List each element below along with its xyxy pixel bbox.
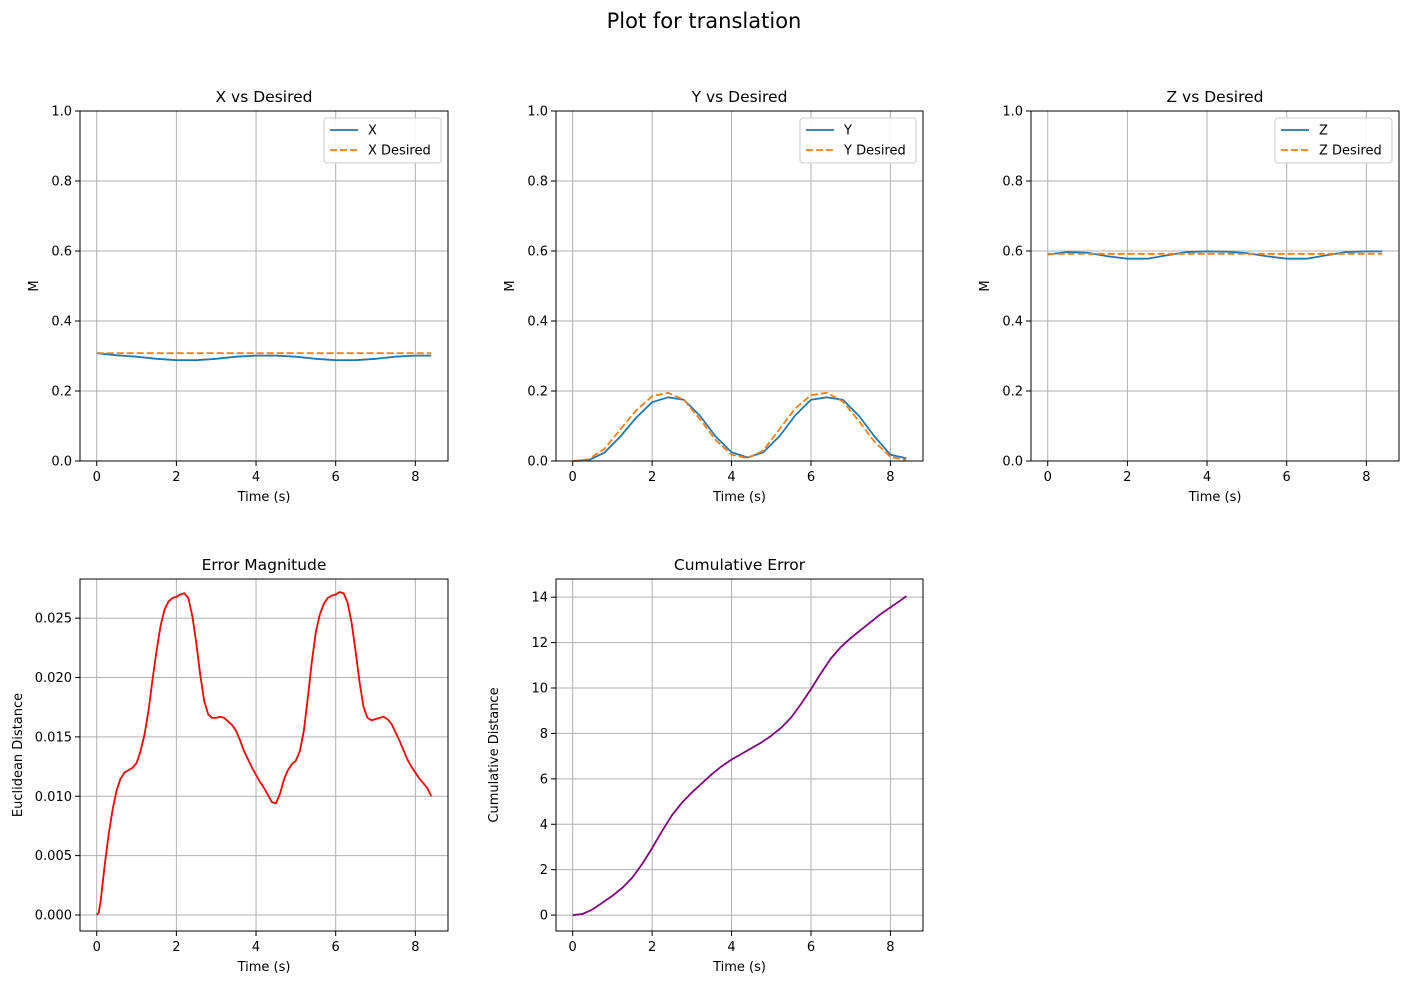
y-tick-label: 0.4: [1002, 315, 1023, 330]
x-axis-label: Time (s): [1188, 490, 1242, 505]
y-tick-label: 8: [540, 727, 548, 742]
y-tick-label: 0.020: [35, 671, 72, 686]
legend-label: X: [368, 124, 377, 139]
chart-err: 0 2 4 6 8 0.000 0.005 0.010 0.015 0.020 0.025 Error…: [11, 556, 449, 975]
chart-cum: 0 2 4 6 8 0 2 4 6 8 10 12 14 Cumulative Error Time (s)…: [487, 556, 924, 975]
chart-title: Z vs Desired: [1167, 88, 1264, 106]
y-tick-label: 0.025: [35, 612, 72, 627]
figure-title: Plot for translation: [607, 9, 802, 33]
chart-x: 0 2 4 6 8 0.0 0.2 0.4 0.6 0.8 1.0 X vs Desired Time …: [27, 88, 449, 505]
x-tick-label: 0: [569, 940, 577, 955]
legend-label: X Desired: [368, 144, 431, 159]
y-tick-label: 10: [531, 682, 548, 697]
chart-title: X vs Desired: [216, 88, 313, 106]
plot-area-frame: [555, 110, 924, 462]
plot-area-frame: [555, 578, 924, 932]
y-tick-label: 14: [531, 591, 548, 606]
x-axis-label: Time (s): [712, 490, 766, 505]
x-tick-label: 0: [569, 470, 577, 485]
y-tick-label: 0.4: [51, 315, 72, 330]
chart-y: 0 2 4 6 8 0.0 0.2 0.4 0.6 0.8 1.0 Y vs Desired Time …: [503, 88, 924, 505]
y-axis-label: M: [978, 280, 993, 291]
y-tick-label: 0.010: [35, 790, 72, 805]
y-tick-label: 0.0: [1002, 455, 1023, 470]
series-line-err: [96, 591, 433, 916]
y-axis-label: M: [27, 280, 42, 291]
x-tick-label: 0: [93, 470, 101, 485]
series-line-cum: [572, 595, 907, 916]
y-tick-label: 0.000: [35, 908, 72, 923]
y-tick-label: 0.2: [51, 385, 72, 400]
y-tick-label: 6: [540, 772, 548, 787]
y-tick-label: 0.8: [51, 175, 72, 190]
x-tick-label: 8: [886, 470, 894, 485]
legend: Z Z Desired: [1274, 117, 1393, 164]
chart-z: 0 2 4 6 8 0.0 0.2 0.4 0.6 0.8 1.0 Z vs Desired Time …: [978, 88, 1400, 505]
legend: X X Desired: [323, 117, 442, 164]
y-tick-label: 1.0: [51, 105, 72, 120]
x-tick-label: 4: [727, 940, 735, 955]
y-axis-label: Cumulative Distance: [487, 687, 502, 822]
series-line-y-desired: [572, 391, 907, 462]
x-tick-label: 2: [648, 470, 656, 485]
y-tick-label: 4: [540, 818, 548, 833]
y-axis-label: Euclidean Distance: [11, 693, 26, 817]
x-tick-label: 6: [807, 470, 815, 485]
x-tick-label: 0: [93, 940, 101, 955]
x-tick-label: 2: [172, 940, 180, 955]
x-tick-label: 8: [886, 940, 894, 955]
y-tick-label: 0.8: [527, 175, 548, 190]
x-tick-label: 8: [1362, 470, 1370, 485]
y-tick-label: 0.005: [35, 849, 72, 864]
x-tick-label: 8: [411, 940, 419, 955]
x-tick-label: 4: [727, 470, 735, 485]
chart-title: Y vs Desired: [691, 88, 788, 106]
y-tick-label: 0.0: [51, 455, 72, 470]
x-axis-label: Time (s): [712, 960, 766, 975]
y-tick-label: 0.6: [1002, 245, 1023, 260]
y-tick-label: 0.015: [35, 730, 72, 745]
x-tick-label: 4: [252, 470, 260, 485]
y-tick-label: 12: [531, 636, 548, 651]
x-tick-label: 6: [807, 940, 815, 955]
x-tick-label: 8: [411, 470, 419, 485]
y-tick-label: 0.6: [527, 245, 548, 260]
y-tick-label: 0.0: [527, 455, 548, 470]
legend-label: Z Desired: [1319, 144, 1382, 159]
y-tick-label: 0.4: [527, 315, 548, 330]
y-tick-label: 1.0: [527, 105, 548, 120]
plot-area-frame: [1030, 110, 1400, 462]
y-tick-label: 0: [540, 909, 548, 924]
x-axis-label: Time (s): [237, 490, 291, 505]
chart-title: Cumulative Error: [674, 556, 806, 574]
legend-label: Y: [843, 124, 852, 139]
x-tick-label: 2: [172, 470, 180, 485]
plot-area-frame: [79, 110, 449, 462]
series-line-y: [572, 396, 907, 462]
x-tick-label: 6: [332, 470, 340, 485]
x-tick-label: 6: [1283, 470, 1291, 485]
y-axis-label: M: [503, 280, 518, 291]
y-tick-label: 0.2: [1002, 385, 1023, 400]
legend-label: Z: [1319, 124, 1328, 139]
y-tick-label: 0.2: [527, 385, 548, 400]
x-tick-label: 2: [648, 940, 656, 955]
x-tick-label: 4: [252, 940, 260, 955]
x-tick-label: 6: [332, 940, 340, 955]
legend-label: Y Desired: [843, 144, 906, 159]
plot-area-frame: [79, 578, 449, 932]
x-tick-label: 0: [1044, 470, 1052, 485]
y-tick-label: 0.8: [1002, 175, 1023, 190]
x-axis-label: Time (s): [237, 960, 291, 975]
x-tick-label: 4: [1203, 470, 1211, 485]
chart-title: Error Magnitude: [202, 556, 327, 574]
series-line-x: [96, 352, 432, 362]
y-tick-label: 1.0: [1002, 105, 1023, 120]
x-tick-label: 2: [1123, 470, 1131, 485]
legend: Y Y Desired: [799, 117, 917, 164]
y-tick-label: 2: [540, 863, 548, 878]
y-tick-label: 0.6: [51, 245, 72, 260]
